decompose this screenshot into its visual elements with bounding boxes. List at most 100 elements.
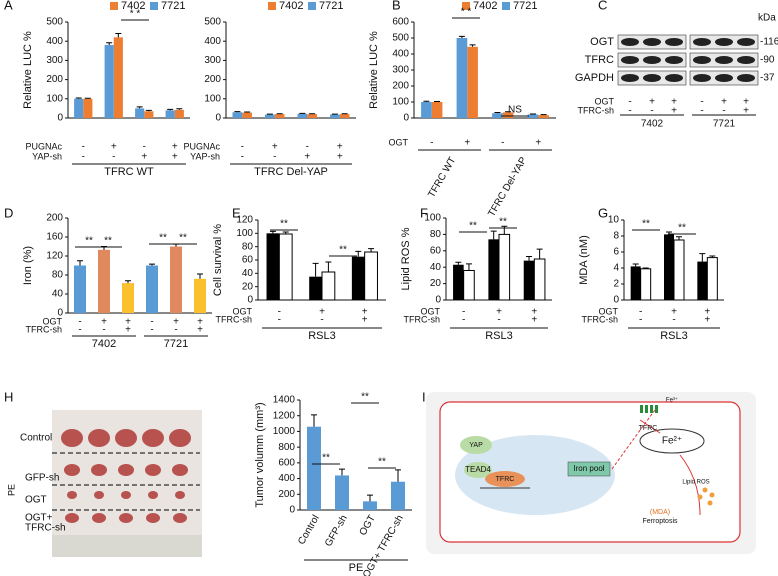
error-bar [115,33,122,38]
y-tick-label: 40 [430,262,442,273]
y-tick-label: 40 [52,289,64,300]
condition-mark: - [497,315,500,326]
blot-band [643,74,661,82]
bar [630,266,641,300]
panel-label: E [232,205,241,220]
error-bar [269,230,276,234]
bar [492,113,503,118]
condition-mark: + [125,317,131,328]
error-bar [536,248,543,259]
condition-mark: + [704,315,710,326]
significance: NS [508,105,522,116]
condition-mark: - [82,142,85,153]
y-tick-label: 0 [247,295,253,306]
y-tick-label: 800 [278,442,295,453]
condition-mark: + [531,315,537,326]
bar [640,268,652,301]
bar [463,269,475,301]
significance: ** [642,219,650,230]
error-bar [465,263,472,271]
bar [274,114,285,118]
diagram-label: Ferroptosis [642,518,678,525]
y-tick-label: 0 [57,113,63,124]
tumor [92,513,106,523]
y-tick-label: 100 [392,97,409,108]
legend-swatch [308,2,316,10]
blot-mark: - [700,106,703,117]
bar [135,108,145,118]
error-bar [282,231,289,234]
legend-label: 7402 [279,0,303,12]
legend-label: 7402 [121,0,145,12]
bar [321,271,336,301]
condition-name: OGT [599,306,619,316]
blot-band [665,56,683,64]
tumor [115,429,137,447]
y-tick-label: 100 [236,228,253,239]
bar [706,257,718,301]
bar [363,501,377,510]
y-tick-label: 120 [46,251,63,262]
error-bar [167,108,174,111]
condition-name: OGT [389,137,409,147]
tumor [145,464,161,476]
blot-band [737,38,755,46]
condition-mark: - [672,315,675,326]
error-bar [699,253,706,262]
bar [104,45,114,118]
y-tick-label: 0 [289,505,295,516]
bar [307,114,317,118]
bar [83,98,93,118]
panel-label: H [4,389,13,404]
condition-mark: - [143,142,146,153]
error-bar [106,42,113,46]
error-bar [312,262,319,277]
significance: ** [280,219,288,230]
y-tick-label: 0 [613,295,619,306]
condition-mark: + [535,138,541,149]
condition-mark: - [462,315,465,326]
y-axis-label: Lipid ROS % [400,227,412,290]
y-tick-label: 20 [242,281,254,292]
tumor [67,491,77,499]
condition-mark: + [362,315,368,326]
x-tick-label: Control [296,513,322,546]
condition-mark: + [197,317,203,328]
error-bar [149,263,155,266]
bar [146,265,158,313]
y-tick-label: 500 [46,17,63,28]
condition-name: PUGNAc [183,141,220,151]
bar [664,234,674,300]
group-label: RSL3 [660,330,688,342]
legend-label: 7721 [513,0,537,12]
error-bar [244,111,251,113]
significance: ** [378,457,386,468]
bar [330,114,340,118]
blot-band [643,38,661,46]
panel-label: B [392,0,401,12]
condition-name: OGT [43,316,63,326]
legend-label: 7721 [161,0,185,12]
blot-band [693,56,711,64]
error-bar [77,260,83,266]
bar [74,98,84,118]
y-tick-label: 60 [430,245,442,256]
condition-mark: - [430,138,433,149]
y-tick-label: 8 [613,231,619,242]
group-label: 7402 [92,338,116,350]
significance: ** [85,236,93,247]
panel-label: A [4,0,13,12]
condition-mark: + [531,307,537,318]
tumor [65,513,79,523]
diagram-label: Iron pool [573,464,604,473]
significance: ** [339,245,347,256]
group-label: TFRC WT [104,166,154,178]
condition-mark: - [501,138,504,149]
condition-mark: - [639,307,642,318]
y-tick-label: 60 [242,255,254,266]
error-bar [75,97,82,99]
condition-mark: + [141,152,147,163]
bar [265,114,275,118]
y-axis-label: MDA (nM) [578,235,590,285]
y-tick-label: 40 [242,268,254,279]
